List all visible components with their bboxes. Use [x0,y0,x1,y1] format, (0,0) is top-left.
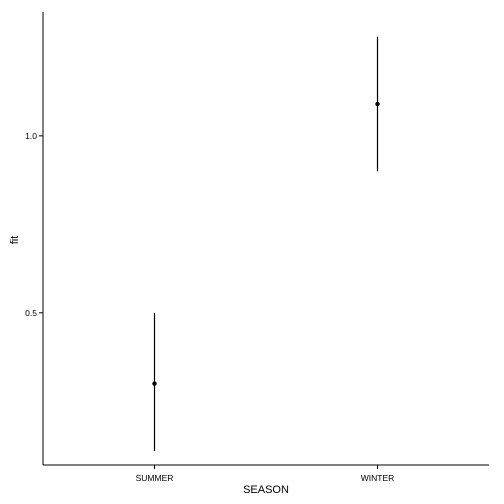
y-tick-label: 0.5 [25,308,37,318]
x-axis-title: SEASON [243,484,289,496]
y-axis-title: fit [9,236,21,245]
x-tick-label: SUMMER [136,473,174,483]
marks [152,36,380,451]
data-point [152,381,157,386]
axes: 0.5 1.0 SUMMER WINTER [25,12,489,483]
y-tick-label: 1.0 [25,131,37,141]
data-point [375,101,380,107]
x-tick-label: WINTER [361,473,395,483]
